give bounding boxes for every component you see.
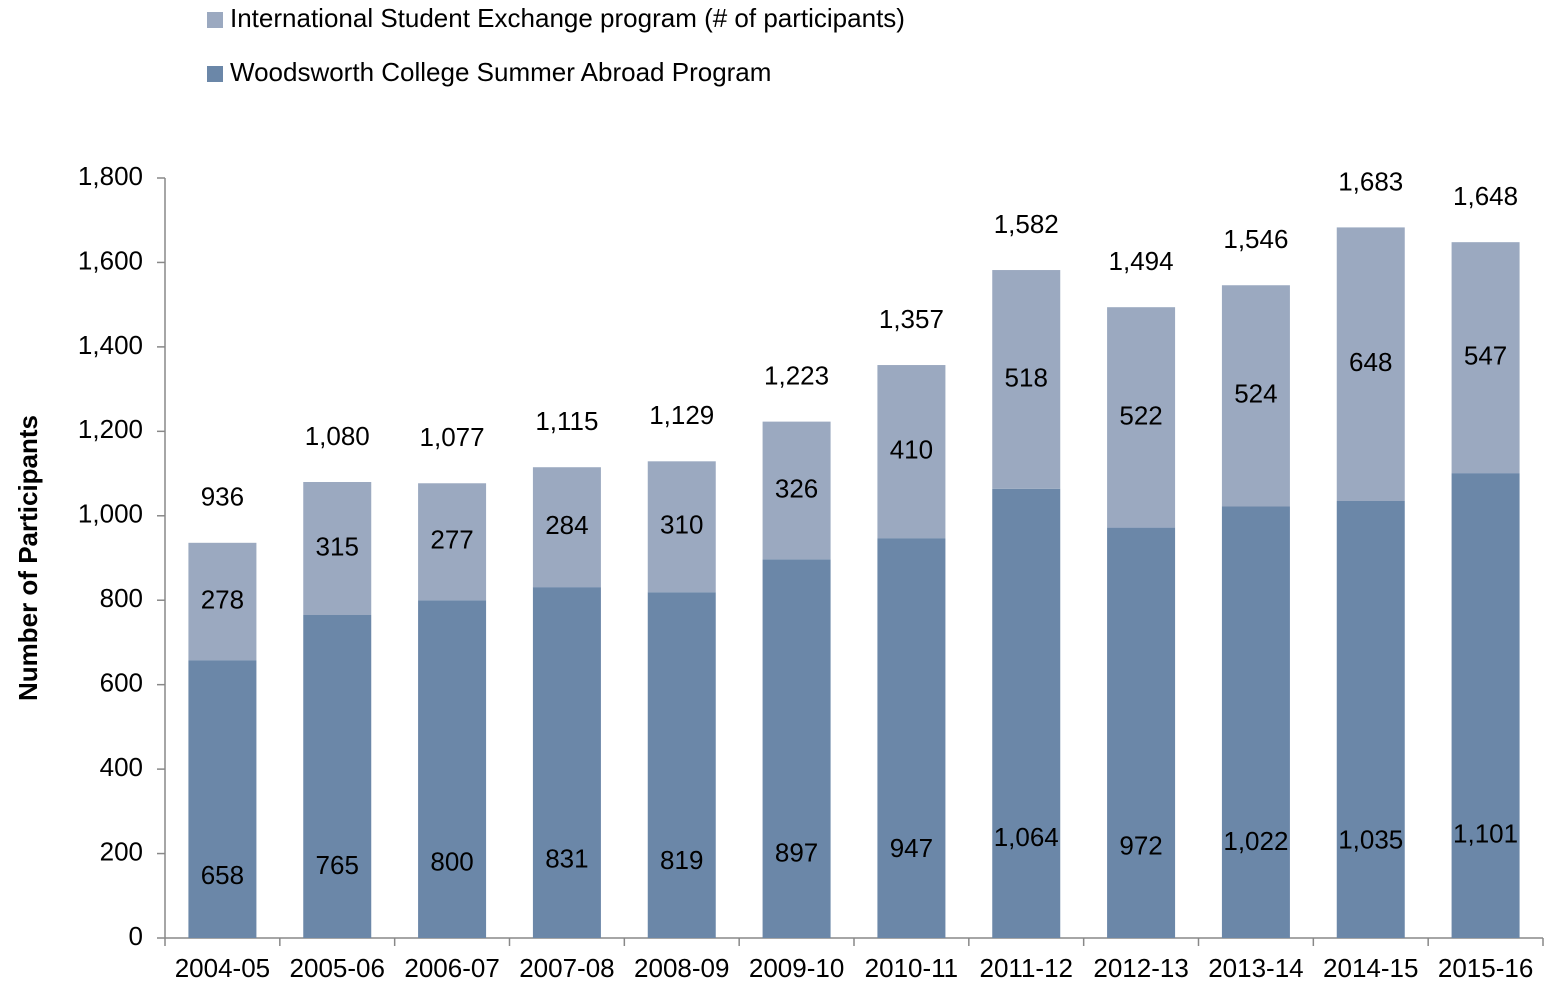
bar-segment [877, 365, 946, 539]
y-tick-label: 400 [100, 752, 143, 782]
x-tick-label: 2014-15 [1323, 953, 1418, 983]
x-tick-label: 2013-14 [1208, 953, 1303, 983]
x-tick-label: 2011-12 [980, 953, 1074, 983]
total-label: 1,129 [649, 400, 714, 430]
total-label: 1,546 [1223, 224, 1288, 254]
bar-segment [188, 542, 257, 661]
data-label: 284 [545, 510, 588, 540]
bar-segment [647, 592, 716, 938]
bar-segment [992, 488, 1061, 938]
bar-segment [1107, 307, 1176, 528]
y-tick-label: 200 [100, 836, 143, 866]
bar-segment [532, 587, 601, 938]
data-label: 972 [1119, 831, 1162, 861]
data-label: 800 [430, 847, 473, 877]
total-label: 1,683 [1338, 166, 1403, 196]
data-label: 518 [1005, 362, 1048, 392]
data-label: 1,035 [1338, 825, 1403, 855]
bar-segment [1221, 506, 1290, 938]
x-tick-label: 2006-07 [404, 953, 499, 983]
y-tick-label: 800 [100, 583, 143, 613]
bar-segment [303, 482, 372, 615]
data-label: 1,101 [1453, 819, 1518, 849]
data-label: 1,064 [994, 822, 1059, 852]
total-label: 1,080 [305, 421, 370, 451]
y-tick-label: 1,600 [78, 245, 143, 275]
y-tick-label: 0 [129, 921, 143, 951]
data-label: 315 [316, 531, 359, 561]
y-tick-label: 1,200 [78, 414, 143, 444]
data-label: 277 [430, 525, 473, 555]
x-tick-label: 2008-09 [634, 953, 729, 983]
bar-segment [532, 467, 601, 588]
y-tick-label: 1,800 [78, 161, 143, 191]
bar-segment [647, 461, 716, 593]
x-tick-label: 2004-05 [175, 953, 270, 983]
x-tick-label: 2007-08 [519, 953, 614, 983]
legend-swatch [207, 12, 223, 28]
bar-segment [762, 559, 831, 938]
total-label: 1,077 [420, 422, 485, 452]
data-label: 947 [890, 833, 933, 863]
x-tick-label: 2009-10 [749, 953, 844, 983]
data-label: 326 [775, 473, 818, 503]
y-tick-label: 1,400 [78, 330, 143, 360]
total-label: 1,494 [1109, 246, 1174, 276]
total-label: 936 [201, 482, 244, 512]
x-tick-label: 2010-11 [865, 953, 959, 983]
bar-segment [1336, 227, 1405, 501]
y-tick-label: 600 [100, 668, 143, 698]
bar-segment [418, 483, 487, 601]
data-label: 310 [660, 510, 703, 540]
y-axis-label: Number of Participants [13, 415, 43, 701]
total-label: 1,582 [994, 209, 1059, 239]
bar-segment [877, 538, 946, 938]
x-tick-label: 2005-06 [290, 953, 385, 983]
total-label: 1,648 [1453, 181, 1518, 211]
bar-segment [1336, 501, 1405, 938]
total-label: 1,357 [879, 304, 944, 334]
data-label: 897 [775, 838, 818, 868]
data-label: 819 [660, 845, 703, 875]
x-tick-label: 2015-16 [1438, 953, 1533, 983]
y-tick-label: 1,000 [78, 499, 143, 529]
data-label: 278 [201, 584, 244, 614]
total-label: 1,115 [535, 406, 598, 436]
legend-label: International Student Exchange program (… [230, 3, 905, 33]
legend-label: Woodsworth College Summer Abroad Program [230, 57, 771, 87]
data-label: 658 [201, 860, 244, 890]
total-label: 1,223 [764, 360, 829, 390]
data-label: 765 [316, 850, 359, 880]
bar-segment [1451, 242, 1520, 474]
bar-segment [762, 421, 831, 560]
bar-segment [992, 270, 1061, 489]
bar-segment [418, 600, 487, 938]
data-label: 648 [1349, 347, 1392, 377]
data-label: 522 [1119, 400, 1162, 430]
legend-swatch [207, 66, 223, 82]
data-label: 410 [890, 434, 933, 464]
bar-segment [188, 660, 257, 938]
bar-segment [303, 615, 372, 938]
data-label: 524 [1234, 379, 1277, 409]
data-label: 831 [545, 844, 588, 874]
data-label: 547 [1464, 341, 1507, 371]
bar-segment [1221, 285, 1290, 507]
bar-segment [1107, 527, 1176, 938]
bar-segment [1451, 473, 1520, 938]
data-label: 1,022 [1223, 826, 1288, 856]
x-tick-label: 2012-13 [1093, 953, 1188, 983]
